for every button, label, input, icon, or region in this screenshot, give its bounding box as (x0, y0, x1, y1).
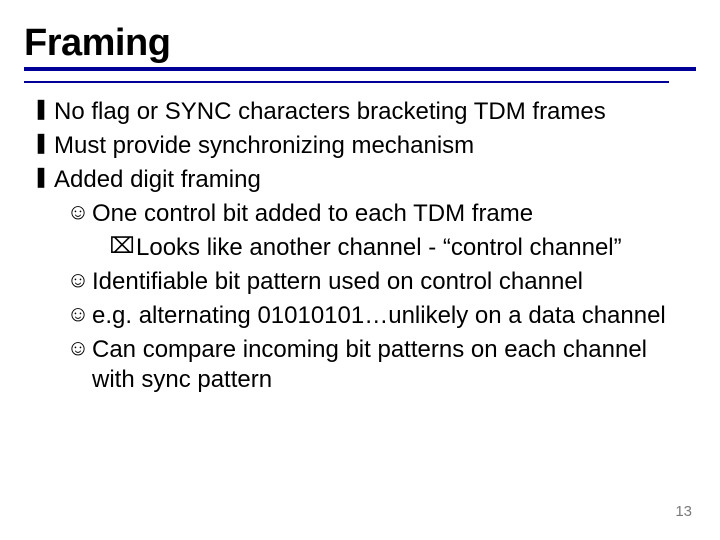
list-item-text: Added digit framing (54, 165, 261, 195)
bullet-glyph-icon: ⌧ (108, 233, 136, 259)
list-item-text: Can compare incoming bit patterns on eac… (92, 335, 696, 395)
bullet-glyph-icon: ❚ (28, 97, 54, 121)
list-item-text: e.g. alternating 01010101…unlikely on a … (92, 301, 666, 331)
slide: Framing ❚ No flag or SYNC characters bra… (0, 0, 720, 540)
list-item: ☺ One control bit added to each TDM fram… (64, 199, 696, 229)
bullet-glyph-icon: ☺ (64, 335, 92, 361)
list-item-text: Identifiable bit pattern used on control… (92, 267, 583, 297)
bullet-list: ❚ No flag or SYNC characters bracketing … (24, 97, 696, 395)
bullet-glyph-icon: ☺ (64, 267, 92, 293)
slide-title: Framing (24, 22, 696, 65)
bullet-glyph-icon: ❚ (28, 165, 54, 189)
list-item: ❚ Must provide synchronizing mechanism (28, 131, 696, 161)
list-item: ⌧ Looks like another channel - “control … (108, 233, 696, 263)
title-underline-thick (24, 67, 696, 71)
bullet-glyph-icon: ❚ (28, 131, 54, 155)
bullet-glyph-icon: ☺ (64, 199, 92, 225)
list-item: ❚ Added digit framing (28, 165, 696, 195)
list-item-text: No flag or SYNC characters bracketing TD… (54, 97, 606, 127)
page-number: 13 (675, 503, 692, 520)
list-item-text: One control bit added to each TDM frame (92, 199, 533, 229)
list-item: ❚ No flag or SYNC characters bracketing … (28, 97, 696, 127)
list-item: ☺ Can compare incoming bit patterns on e… (64, 335, 696, 395)
bullet-glyph-icon: ☺ (64, 301, 92, 327)
list-item-text: Looks like another channel - “control ch… (136, 233, 622, 263)
list-item: ☺ e.g. alternating 01010101…unlikely on … (64, 301, 696, 331)
list-item: ☺ Identifiable bit pattern used on contr… (64, 267, 696, 297)
list-item-text: Must provide synchronizing mechanism (54, 131, 474, 161)
title-underline-thin (24, 81, 669, 83)
